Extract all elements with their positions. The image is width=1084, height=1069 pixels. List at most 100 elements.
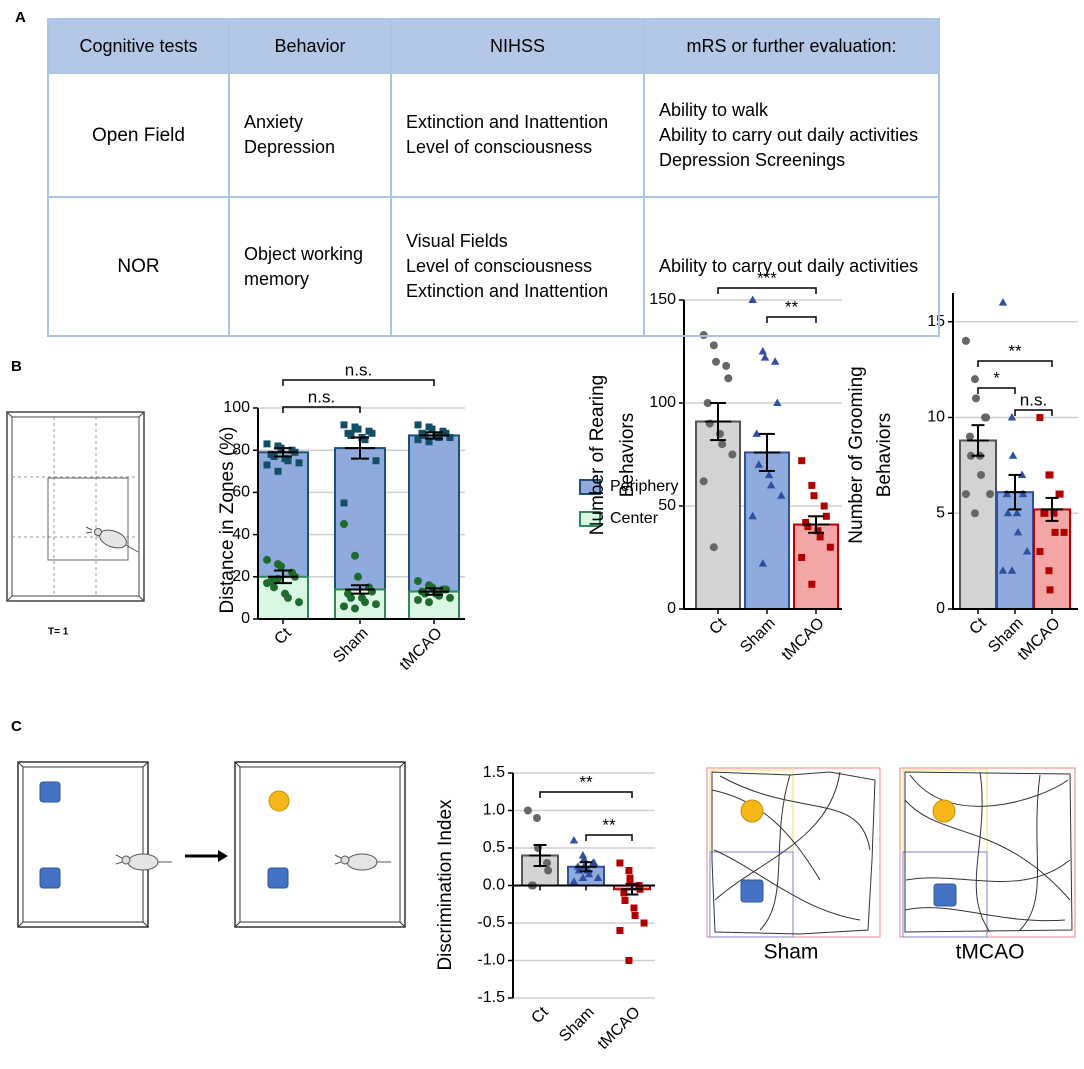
point bbox=[284, 457, 292, 465]
point bbox=[414, 596, 422, 605]
y-axis-label: Behaviors bbox=[874, 413, 895, 498]
arrow bbox=[185, 850, 228, 862]
nor-test-diagram bbox=[234, 761, 406, 928]
track-tmcao bbox=[899, 767, 1076, 938]
point bbox=[347, 431, 355, 439]
table-cell: Object working memory bbox=[228, 196, 392, 337]
point bbox=[544, 866, 553, 875]
point bbox=[1036, 548, 1044, 556]
center-zone bbox=[47, 477, 129, 561]
point bbox=[758, 559, 768, 567]
point bbox=[758, 347, 768, 355]
point bbox=[1002, 489, 1012, 498]
point bbox=[1003, 508, 1013, 517]
point bbox=[770, 357, 780, 365]
point bbox=[773, 398, 782, 406]
x-tick-label: Sham bbox=[737, 615, 779, 657]
point bbox=[569, 836, 579, 844]
point bbox=[523, 806, 532, 815]
point bbox=[718, 440, 727, 449]
x-tick-label: Ct bbox=[966, 614, 990, 638]
point bbox=[578, 851, 588, 859]
point bbox=[630, 904, 638, 912]
arena-grid bbox=[12, 417, 139, 596]
point bbox=[340, 520, 348, 529]
significance-label: ** bbox=[579, 772, 593, 791]
point bbox=[532, 814, 541, 822]
point bbox=[435, 591, 443, 600]
y-tick-label: 0 bbox=[241, 610, 250, 627]
point bbox=[425, 598, 433, 607]
point bbox=[712, 357, 720, 366]
table-row: NOR Object working memory Visual Fields Lev… bbox=[47, 196, 940, 337]
y-tick-label: 60 bbox=[232, 484, 250, 501]
panel-label: A bbox=[15, 9, 26, 26]
point bbox=[277, 562, 285, 571]
point bbox=[766, 480, 776, 489]
point bbox=[414, 577, 422, 586]
y-tick-label: 20 bbox=[232, 568, 250, 585]
point bbox=[802, 518, 810, 526]
point bbox=[966, 451, 975, 460]
point bbox=[361, 598, 369, 607]
point bbox=[368, 429, 376, 437]
header-cell: Behavior bbox=[228, 18, 392, 74]
significance-bracket bbox=[539, 791, 633, 798]
point bbox=[1017, 470, 1027, 478]
point bbox=[1046, 586, 1054, 594]
point bbox=[631, 912, 639, 919]
y-tick-label: 50 bbox=[658, 497, 676, 514]
table-body: Open Field Anxiety Depression Extinction an… bbox=[47, 72, 940, 337]
point bbox=[372, 600, 380, 609]
point bbox=[986, 490, 995, 499]
panel-label: C bbox=[11, 718, 22, 735]
x-tick-label: tMCAO bbox=[397, 625, 446, 674]
y-axis-label: Distance in Zones (%) bbox=[217, 427, 238, 614]
point bbox=[1008, 451, 1018, 459]
x-tick-label: tMCAO bbox=[595, 1004, 644, 1053]
cell-line: Depression Screenings bbox=[659, 149, 846, 170]
point bbox=[998, 298, 1008, 306]
point bbox=[579, 854, 589, 863]
cell-line: Anxiety bbox=[244, 112, 304, 132]
table-cell: Ability to carry out daily activities bbox=[643, 196, 940, 337]
point bbox=[764, 470, 774, 479]
point bbox=[810, 492, 818, 500]
point bbox=[347, 593, 355, 602]
point bbox=[816, 533, 824, 541]
track-sham bbox=[706, 767, 881, 938]
cell-line: Level of consciousness bbox=[406, 137, 593, 157]
track-label: tMCAO bbox=[956, 941, 1025, 964]
mouse bbox=[85, 526, 139, 553]
header-cell: NIHSS bbox=[390, 18, 645, 74]
significance-label: ** bbox=[1008, 341, 1022, 360]
point bbox=[625, 957, 633, 964]
point bbox=[748, 511, 757, 520]
significance-bracket bbox=[1014, 409, 1053, 416]
point bbox=[961, 490, 970, 499]
point bbox=[808, 481, 816, 489]
point bbox=[589, 858, 599, 866]
point bbox=[804, 523, 812, 531]
cell-line: Ability to walk bbox=[659, 99, 769, 120]
point bbox=[724, 374, 733, 383]
point bbox=[970, 509, 979, 518]
panel-label: B bbox=[11, 358, 22, 375]
point bbox=[263, 579, 271, 588]
point bbox=[340, 499, 348, 507]
significance-label: n.s. bbox=[308, 387, 335, 406]
point bbox=[621, 897, 629, 904]
y-tick-label: 5 bbox=[936, 504, 945, 521]
point bbox=[414, 436, 422, 444]
point bbox=[982, 413, 991, 422]
x-tick-label: Sham bbox=[556, 1004, 598, 1046]
significance-bracket bbox=[977, 360, 1053, 367]
y-axis-label: Number of Rearing bbox=[587, 375, 608, 536]
cell-line: Visual Fields bbox=[406, 231, 508, 251]
point bbox=[1046, 471, 1054, 479]
point bbox=[1018, 489, 1028, 498]
significance-bracket bbox=[282, 406, 361, 413]
point bbox=[295, 598, 303, 607]
point bbox=[1007, 566, 1017, 574]
